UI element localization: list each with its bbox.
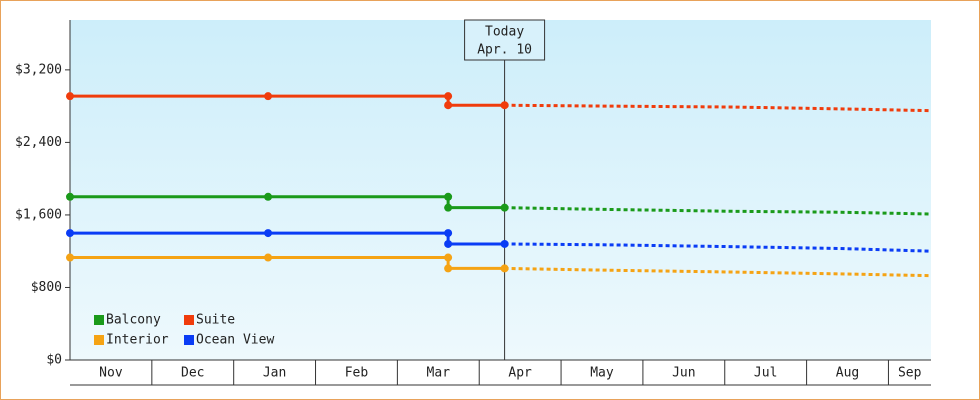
legend-label: Interior (106, 333, 169, 348)
x-tick-label: Jul (754, 366, 777, 381)
point (444, 192, 453, 201)
forecast-line (504, 103, 932, 113)
point (444, 101, 453, 110)
point (264, 192, 273, 201)
point (500, 203, 509, 212)
x-tick-label: Feb (345, 366, 369, 381)
point (444, 92, 453, 101)
x-tick-label: Dec (181, 366, 204, 381)
x-tick-label: Aug (836, 366, 859, 381)
x-tick-label: Nov (99, 366, 123, 381)
forecast-line (504, 242, 932, 253)
today-box (464, 19, 546, 61)
point (66, 192, 74, 201)
today-label: Today (485, 25, 524, 40)
point (500, 264, 509, 273)
y-tick-label: $1,600 (15, 207, 62, 222)
point (264, 92, 273, 101)
today-date: Apr. 10 (477, 43, 532, 58)
point (500, 239, 509, 248)
point (444, 264, 453, 273)
x-tick-label: May (590, 366, 614, 381)
legend-swatch (94, 335, 104, 345)
legend-swatch (184, 335, 194, 345)
legend-label: Suite (196, 313, 235, 328)
point (444, 253, 453, 262)
y-tick-label: $800 (31, 280, 62, 295)
x-tick-label: Mar (427, 366, 451, 381)
point (66, 92, 74, 101)
legend-swatch (94, 315, 104, 325)
point (444, 239, 453, 248)
point (444, 229, 453, 238)
forecast-line (504, 266, 932, 278)
point (264, 229, 273, 238)
point (444, 203, 453, 212)
point (500, 101, 509, 110)
x-tick-label: Jan (263, 366, 286, 381)
point (66, 253, 74, 262)
legend-label: Ocean View (196, 333, 274, 348)
forecast-line (504, 206, 932, 216)
legend-label: Balcony (106, 313, 161, 328)
point (264, 253, 273, 262)
legend-swatch (184, 315, 194, 325)
x-tick-label: Sep (898, 366, 922, 381)
y-tick-label: $3,200 (15, 62, 62, 77)
y-tick-label: $2,400 (15, 135, 62, 150)
plot-area (70, 20, 931, 360)
x-tick-label: Jun (672, 366, 695, 381)
point (66, 229, 74, 238)
y-tick-label: $0 (46, 353, 62, 368)
x-tick-label: Apr (508, 366, 532, 381)
